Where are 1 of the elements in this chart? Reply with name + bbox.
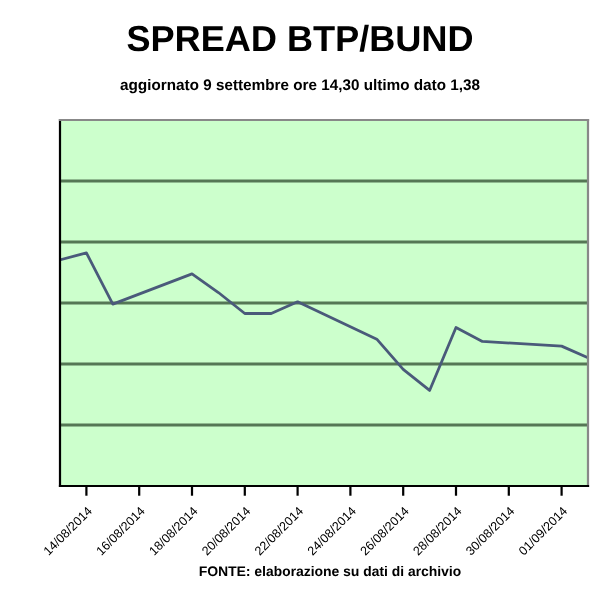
- chart-title: SPREAD BTP/BUND: [127, 24, 473, 52]
